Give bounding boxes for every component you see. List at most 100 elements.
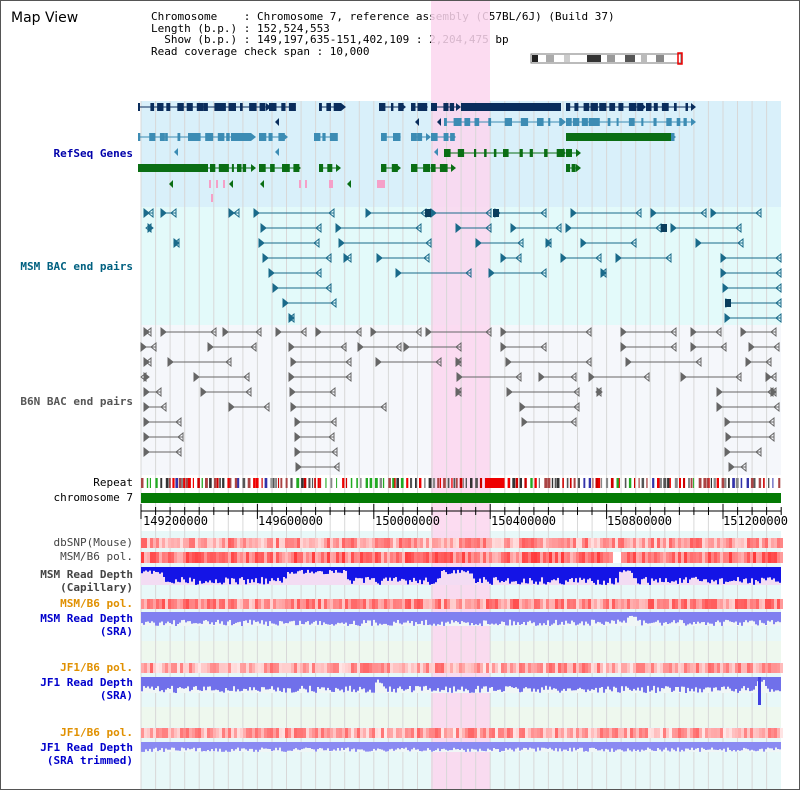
- jf1-pol2-heat-cell: [732, 728, 735, 738]
- gene-green-arrow: [576, 164, 581, 172]
- msm-pol2-heat-cell: [561, 599, 564, 609]
- dbsnp-heat-cell: [294, 538, 297, 548]
- msm-sra-depth-bar: [741, 612, 743, 626]
- msm-capillary-depth-bar: [227, 567, 229, 579]
- jf1-pol-heat-cell: [504, 663, 507, 673]
- jf1-pol2-heat-cell: [231, 728, 234, 738]
- jf1-sra-depth-bar: [603, 677, 605, 693]
- msm-pol-heat-cell: [753, 552, 756, 563]
- jf1-sra-depth-bar: [641, 677, 643, 688]
- repeat-element: [735, 478, 739, 488]
- jf1-sra-depth-bar: [341, 677, 343, 690]
- msm-capillary-depth-bar: [423, 567, 425, 581]
- b6n-bac-pair-end: [519, 401, 526, 413]
- msm-pol-heat-cell: [768, 552, 771, 563]
- msm-sra-depth-bar: [409, 612, 411, 624]
- heatmap-tracks[interactable]: [141, 538, 783, 738]
- jf1-pol-heat-cell: [213, 663, 216, 673]
- gene-teal-exon: [616, 118, 619, 126]
- msm-capillary-depth-bar: [539, 567, 541, 582]
- jf1-pol-heat-cell: [273, 663, 276, 673]
- jf1-sra-depth-bar: [539, 677, 541, 693]
- gene-navy-exon: [249, 103, 257, 111]
- jf1-trimmed-depth-bar: [593, 742, 595, 748]
- label-msm-depth-sra: MSM Read Depth (SRA): [40, 612, 133, 638]
- msm-capillary-depth-bar: [455, 567, 457, 574]
- jf1-trimmed-depth-bar: [199, 742, 201, 748]
- msm-pol2-heat-cell: [318, 599, 321, 609]
- dbsnp-heat-cell: [255, 538, 258, 548]
- dbsnp-heat-cell: [774, 538, 777, 548]
- repeat-element: [659, 478, 662, 488]
- jf1-trimmed-depth-bar: [227, 742, 229, 752]
- msm-pol-heat-cell: [273, 552, 276, 563]
- jf1-pol-heat-cell: [723, 663, 726, 673]
- jf1-pol2-heat-cell: [567, 728, 570, 738]
- msm-capillary-depth-bar: [761, 567, 763, 578]
- msm-sra-depth-bar: [257, 612, 259, 622]
- msm-capillary-depth-bar: [587, 567, 589, 580]
- msm-bac-pair-end: [700, 207, 707, 219]
- jf1-sra-depth-bar: [159, 677, 161, 692]
- jf1-pol2-heat-cell: [309, 728, 312, 738]
- chromosome-ideogram[interactable]: [530, 52, 683, 65]
- msm-capillary-depth-bar: [337, 567, 339, 573]
- msm-pol-heat-cell: [162, 552, 165, 563]
- msm-capillary-depth-bar: [595, 567, 597, 585]
- msm-capillary-depth-bar: [693, 567, 695, 578]
- jf1-pol2-heat-cell: [141, 728, 144, 738]
- msm-capillary-depth-bar: [721, 567, 723, 579]
- b6n-bac-pair-end: [143, 446, 150, 458]
- msm-sra-depth-bar: [291, 612, 293, 622]
- msm-pol-heat-cell: [372, 552, 375, 563]
- dbsnp-heat-cell: [141, 538, 144, 548]
- jf1-pol2-heat-cell: [180, 728, 183, 738]
- msm-capillary-depth-bar: [143, 567, 145, 572]
- msm-bac-track[interactable]: [143, 207, 782, 324]
- jf1-pol2-heat-cell: [537, 728, 540, 738]
- msm-pol2-heat-cell: [375, 599, 378, 609]
- refseq-gene-track[interactable]: [138, 103, 696, 202]
- b6n-bac-pair-end: [716, 386, 723, 398]
- msm-sra-depth-bar: [175, 612, 177, 626]
- msm-pol2-heat-cell: [300, 599, 303, 609]
- msm-sra-depth-bar: [155, 612, 157, 626]
- msm-sra-depth-bar: [629, 612, 631, 616]
- repeat-element: [379, 478, 382, 488]
- b6n-bac-track[interactable]: [140, 326, 780, 473]
- msm-capillary-depth-bar: [527, 567, 529, 584]
- repeat-track[interactable]: [141, 478, 781, 488]
- jf1-trimmed-depth-bar: [381, 742, 383, 750]
- msm-pol-heat-cell: [258, 552, 261, 563]
- jf1-pol2-heat-cell: [216, 728, 219, 738]
- dbsnp-heat-cell: [654, 538, 657, 548]
- b6n-bac-pair-end: [150, 341, 157, 353]
- gene-green-arrow: [561, 149, 566, 157]
- msm-sra-depth-bar: [573, 612, 575, 623]
- msm-pol-heat-cell: [447, 552, 450, 563]
- b6n-bac-pair-end: [243, 371, 250, 383]
- jf1-pol2-heat-cell: [159, 728, 162, 738]
- jf1-trimmed-depth-bar: [503, 742, 505, 751]
- jf1-trimmed-depth-bar: [693, 742, 695, 751]
- b6n-bac-pair-end: [500, 326, 507, 338]
- msm-sra-depth-bar: [261, 612, 263, 621]
- msm-sra-depth-bar: [247, 612, 249, 623]
- jf1-sra-depth-bar: [431, 677, 433, 692]
- jf1-pol-heat-cell: [291, 663, 294, 673]
- msm-sra-depth-bar: [751, 612, 753, 621]
- msm-pol2-heat-cell: [162, 599, 165, 609]
- msm-capillary-depth-bar: [375, 567, 377, 582]
- jf1-pol2-heat-cell: [219, 728, 222, 738]
- msm-bac-pair-end: [724, 312, 731, 324]
- msm-capillary-depth-bar: [603, 567, 605, 581]
- jf1-sra-depth-bar: [187, 677, 189, 687]
- read-depth-tracks[interactable]: [141, 567, 781, 752]
- msm-pol2-heat-cell: [720, 599, 723, 609]
- jf1-sra-depth-bar: [583, 677, 585, 690]
- msm-sra-depth-bar: [495, 612, 497, 624]
- msm-pol2-heat-cell: [777, 599, 780, 609]
- msm-capillary-depth-bar: [729, 567, 731, 582]
- msm-capillary-depth-bar: [739, 567, 741, 582]
